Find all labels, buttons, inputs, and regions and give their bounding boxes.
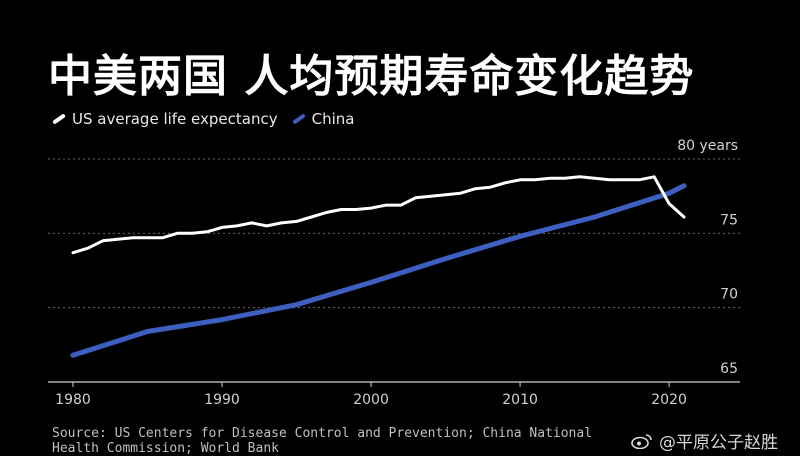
legend-item-us: US average life expectancy: [52, 110, 278, 128]
y-tick-label: 80 years: [677, 138, 738, 154]
x-tick-label: 1980: [55, 392, 91, 408]
y-tick-labels: 80 years 75 70 65: [677, 138, 738, 377]
watermark-text: @平原公子赵胜: [659, 433, 778, 453]
legend-label-china: China: [311, 110, 355, 128]
weibo-logo-icon: [631, 433, 652, 449]
legend-label-us: US average life expectancy: [72, 110, 278, 128]
x-tick-label: 2010: [502, 392, 538, 408]
gridlines: [48, 158, 740, 309]
y-tick-label: 65: [720, 361, 738, 377]
source-note: Source: US Centers for Disease Control a…: [52, 426, 593, 456]
legend-item-china: China: [291, 110, 355, 128]
watermark: @平原公子赵胜: [631, 428, 778, 453]
y-tick-label: 75: [720, 212, 738, 228]
x-tick-label: 2020: [651, 392, 687, 408]
x-tick-label: 1990: [204, 392, 240, 408]
y-tick-label: 70: [720, 287, 738, 303]
x-tick-label: 2000: [353, 392, 389, 408]
legend: US average life expectancy China: [52, 110, 368, 128]
series-line-china: [70, 183, 687, 358]
series-lines: [70, 175, 687, 358]
series-line-us: [71, 175, 686, 255]
x-axis: 1980 1990 2000 2010 2020: [48, 381, 740, 408]
chart-title: 中美两国 人均预期寿命变化趋势: [48, 51, 695, 102]
